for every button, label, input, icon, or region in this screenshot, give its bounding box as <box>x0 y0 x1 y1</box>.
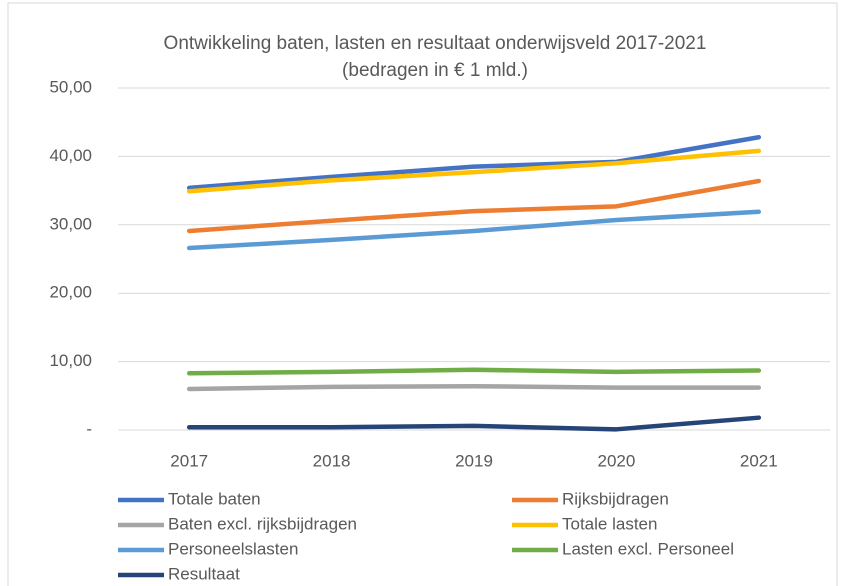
y-tick-label: 40,00 <box>49 146 92 165</box>
legend-label: Rijksbijdragen <box>562 489 669 508</box>
series-line <box>186 383 762 392</box>
legend-label: Resultaat <box>168 564 240 583</box>
legend-label: Personeelslasten <box>168 539 298 558</box>
y-tick-label: - <box>86 419 92 438</box>
series-line <box>186 178 762 234</box>
y-tick-label: 50,00 <box>49 77 92 96</box>
x-tick-label: 2019 <box>455 451 493 470</box>
legend-label: Totale lasten <box>562 514 657 533</box>
legend-label: Totale baten <box>168 489 261 508</box>
chart-title: Ontwikkeling baten, lasten en resultaat … <box>164 33 707 54</box>
x-tick-label: 2020 <box>597 451 635 470</box>
y-tick-label: 10,00 <box>49 351 92 370</box>
x-tick-label: 2017 <box>170 451 208 470</box>
series-line <box>186 415 762 432</box>
series-line <box>186 367 762 376</box>
y-tick-label: 20,00 <box>49 283 92 302</box>
x-tick-label: 2018 <box>313 451 351 470</box>
chart-subtitle: (bedragen in € 1 mld.) <box>342 60 528 81</box>
chart-frame <box>7 2 838 586</box>
x-tick-label: 2021 <box>740 451 778 470</box>
series-line <box>186 209 762 251</box>
legend-label: Lasten excl. Personeel <box>562 539 734 558</box>
series-line <box>186 148 762 194</box>
series-line <box>186 134 762 191</box>
y-tick-label: 30,00 <box>49 214 92 233</box>
legend-label: Baten excl. rijksbijdragen <box>168 514 357 533</box>
